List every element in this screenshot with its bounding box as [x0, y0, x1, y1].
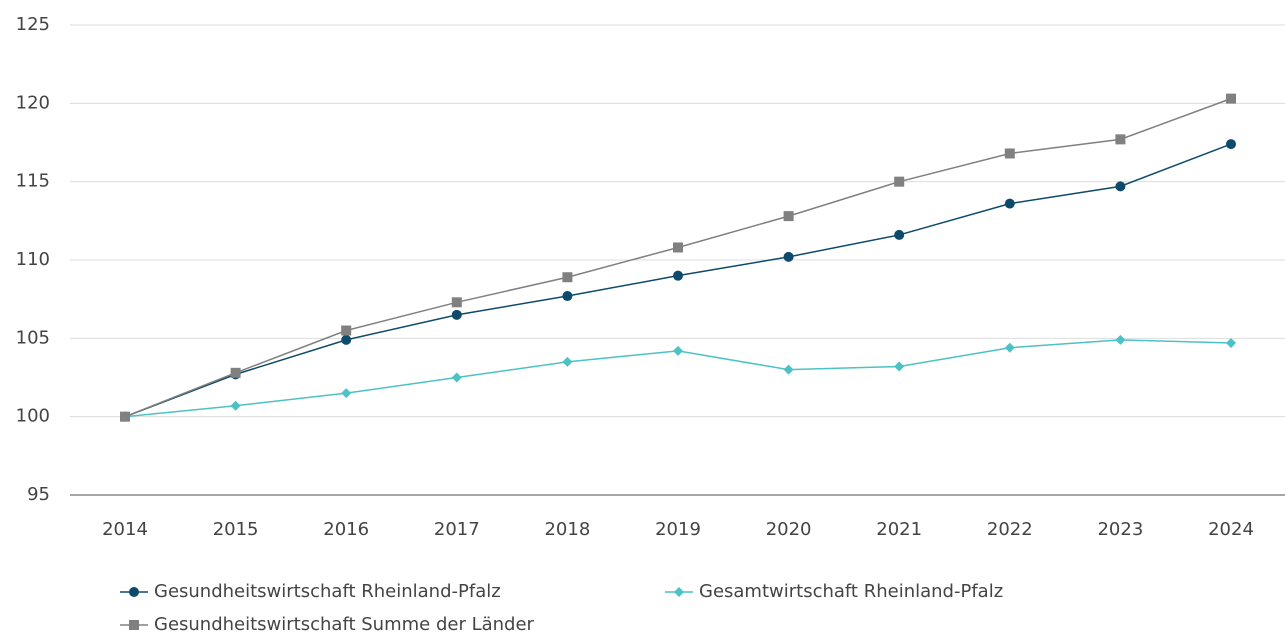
data-point — [1004, 198, 1015, 209]
data-point — [341, 334, 352, 345]
data-point — [783, 364, 794, 375]
data-point — [341, 325, 352, 336]
x-tick-label: 2015 — [213, 519, 259, 540]
y-tick-label: 110 — [16, 249, 50, 270]
data-point — [451, 297, 462, 308]
x-tick-label: 2023 — [1097, 519, 1143, 540]
legend-label: Gesundheitswirtschaft Summe der Länder — [154, 614, 535, 635]
data-point — [1226, 139, 1236, 150]
data-point — [673, 345, 683, 356]
y-tick-label: 125 — [16, 14, 50, 35]
x-tick-label: 2017 — [434, 519, 480, 540]
x-tick-label: 2018 — [544, 519, 590, 540]
x-tick-label: 2016 — [323, 519, 369, 540]
data-point — [1115, 181, 1126, 192]
legend-marker — [129, 620, 139, 630]
x-tick-label: 2014 — [102, 519, 148, 540]
data-point — [341, 388, 352, 399]
legend-marker — [674, 587, 684, 597]
data-point — [562, 272, 573, 283]
data-point — [673, 242, 683, 253]
data-point — [1004, 148, 1015, 159]
x-tick-label: 2020 — [766, 519, 812, 540]
data-point — [1115, 334, 1126, 345]
y-tick-label: 120 — [16, 92, 50, 113]
y-tick-label: 95 — [27, 484, 50, 505]
data-point — [894, 361, 905, 372]
data-point — [894, 229, 905, 240]
data-point — [894, 176, 905, 187]
data-point — [1226, 93, 1236, 104]
data-point — [1115, 134, 1126, 145]
legend-marker — [129, 587, 139, 597]
data-point — [1226, 338, 1236, 349]
data-point — [451, 372, 462, 383]
data-point — [783, 211, 794, 222]
y-tick-label: 105 — [16, 327, 50, 348]
data-point — [562, 291, 573, 302]
x-tick-label: 2021 — [876, 519, 922, 540]
y-tick-label: 100 — [16, 406, 50, 427]
series-line — [124, 97, 1232, 418]
data-point — [1004, 342, 1015, 353]
x-tick-label: 2024 — [1208, 519, 1254, 540]
data-point — [230, 367, 241, 378]
data-point — [120, 411, 130, 422]
data-point — [673, 270, 683, 281]
data-point — [783, 251, 794, 262]
data-point — [451, 309, 462, 320]
data-point — [230, 400, 241, 411]
legend-label: Gesundheitswirtschaft Rheinland-Pfalz — [154, 581, 501, 602]
legend-label: Gesamtwirtschaft Rheinland-Pfalz — [699, 581, 1003, 602]
data-point — [562, 356, 573, 367]
x-tick-label: 2022 — [987, 519, 1033, 540]
y-tick-label: 115 — [16, 171, 50, 192]
x-tick-label: 2019 — [655, 519, 701, 540]
